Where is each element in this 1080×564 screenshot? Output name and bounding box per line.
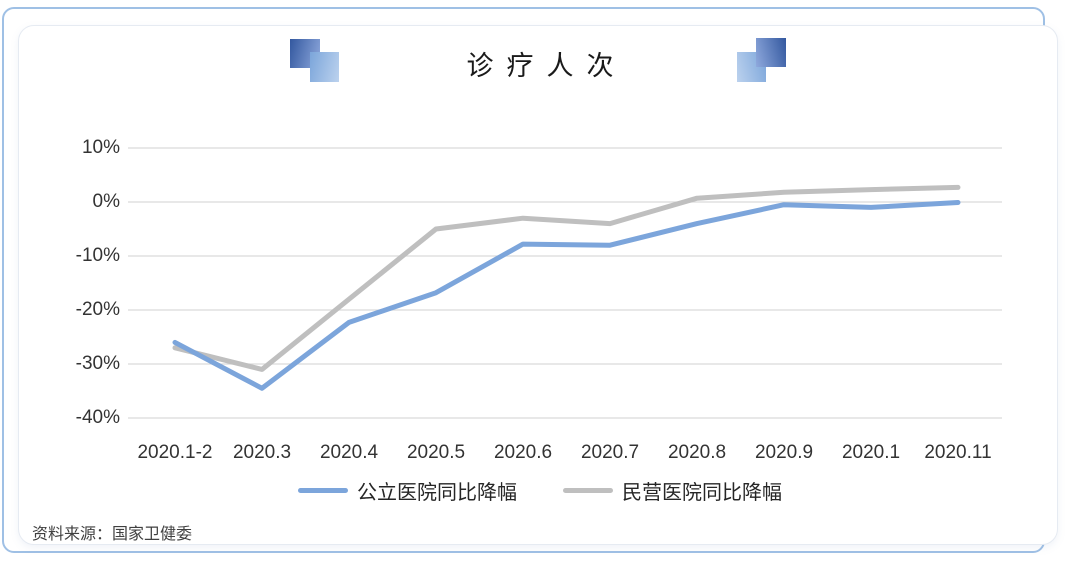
y-tick-label: -10%: [75, 245, 120, 266]
x-tick-label: 2020.11: [924, 442, 992, 463]
x-tick-label: 2020.8: [667, 442, 727, 463]
y-tick-label: 10%: [81, 137, 120, 158]
chart-title: 诊疗人次: [466, 51, 627, 81]
legend-label: 民营医院同比降幅: [622, 482, 782, 504]
chart-card: [18, 25, 1058, 545]
chart-legend: 公立医院同比降幅 民营医院同比降幅: [0, 476, 1080, 505]
legend-item-0: 公立医院同比降幅: [298, 476, 517, 505]
legend-line-swatch: [563, 488, 613, 493]
legend-item-1: 民营医院同比降幅: [563, 476, 782, 505]
x-tick-label: 2020.1: [841, 442, 901, 463]
legend-label: 公立医院同比降幅: [357, 482, 517, 504]
y-tick-label: -20%: [75, 299, 120, 320]
x-tick-label: 2020.6: [493, 442, 553, 463]
source-note: 资料来源：国家卫健委: [32, 526, 193, 543]
x-tick-label: 2020.5: [406, 442, 466, 463]
x-tick-label: 2020.1-2: [137, 442, 213, 463]
title-deco-square-dark-right: [756, 38, 786, 67]
y-tick-label: -30%: [75, 353, 120, 374]
x-tick-label: 2020.7: [580, 442, 640, 463]
y-tick-label: -40%: [75, 407, 120, 428]
y-tick-label: 0%: [92, 191, 120, 212]
x-tick-label: 2020.9: [754, 442, 814, 463]
x-tick-label: 2020.4: [319, 442, 379, 463]
x-tick-label: 2020.3: [232, 442, 292, 463]
title-deco-square-light-left: [310, 52, 339, 82]
legend-line-swatch: [298, 488, 348, 493]
